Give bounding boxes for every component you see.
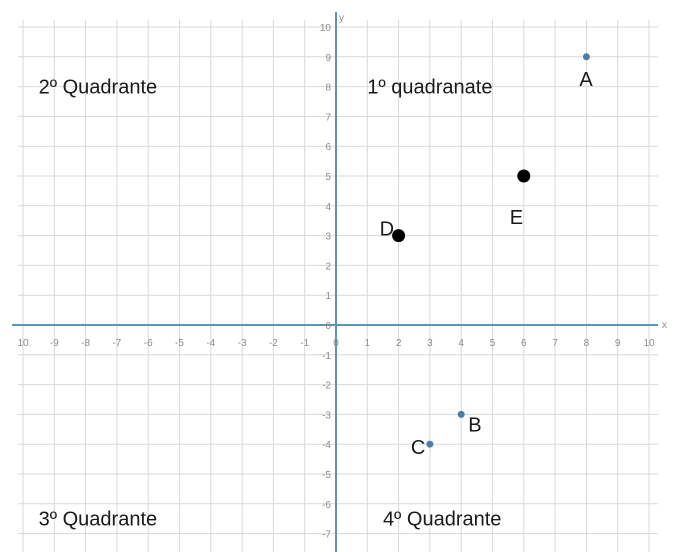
quadrant-label: 2º Quadrante	[39, 77, 157, 99]
x-tick-label: 6	[521, 338, 527, 349]
point-b	[457, 410, 465, 418]
y-tick-label: -5	[322, 470, 331, 481]
quadrant-label: 3º Quadrante	[39, 509, 157, 531]
point-a	[582, 53, 590, 61]
x-tick-label: -5	[175, 338, 184, 349]
y-tick-label: 6	[325, 142, 331, 153]
x-tick-label: 1	[365, 338, 371, 349]
x-tick-label: 3	[427, 338, 433, 349]
x-tick-label: 4	[458, 338, 464, 349]
point-d	[392, 229, 406, 243]
point-label-b: B	[468, 414, 481, 436]
x-tick-labels: 10 -9 -8 -7 -6 -5 -4 -3 -2 -1 0 1 2 3 4 5 6 7 8 9 10	[17, 338, 655, 349]
x-tick-label: 10	[643, 338, 655, 349]
x-tick-label: -4	[206, 338, 215, 349]
y-tick-label: 8	[325, 83, 331, 94]
point-e	[517, 169, 531, 183]
quadrant-labels: 1º quadranate 2º Quadrante 3º Quadrante 4º …	[39, 77, 502, 531]
point-label-c: C	[411, 437, 425, 459]
x-tick-label: 2	[396, 338, 402, 349]
quadrant-label: 4º Quadrante	[383, 509, 502, 531]
x-tick-label: 10	[17, 338, 29, 349]
x-tick-label: -9	[50, 338, 59, 349]
x-tick-label: -6	[144, 338, 153, 349]
grid	[18, 20, 658, 552]
x-tick-label: -8	[81, 338, 90, 349]
x-tick-label: 9	[615, 338, 621, 349]
y-tick-label: 3	[325, 232, 331, 243]
y-tick-label: 9	[325, 53, 331, 64]
y-tick-label: 2	[325, 261, 331, 272]
quadrant-label: 1º quadranate	[367, 77, 492, 99]
points: A B C D E	[380, 53, 593, 459]
y-tick-label: -7	[322, 530, 331, 541]
x-axis-label: x	[662, 320, 667, 331]
x-tick-label: 0	[333, 338, 339, 349]
y-tick-label: -1	[322, 351, 331, 362]
y-tick-label: 10	[320, 23, 332, 34]
x-tick-label: -7	[112, 338, 121, 349]
y-tick-label: -4	[322, 440, 331, 451]
x-tick-label: -2	[269, 338, 278, 349]
x-tick-label: 5	[490, 338, 496, 349]
y-tick-label: 5	[325, 172, 331, 183]
y-tick-label: 1	[325, 291, 331, 302]
point-label-d: D	[380, 219, 394, 241]
x-tick-label: -1	[300, 338, 309, 349]
point-label-a: A	[579, 69, 593, 91]
y-tick-label: 0	[325, 321, 331, 332]
y-tick-label: 7	[325, 112, 331, 123]
point-c	[426, 440, 434, 448]
point-label-e: E	[510, 207, 523, 229]
x-tick-label: 7	[552, 338, 558, 349]
y-tick-label: -2	[322, 381, 331, 392]
y-tick-label: 4	[325, 202, 331, 213]
y-axis-label: y	[339, 13, 344, 24]
x-tick-label: 8	[584, 338, 590, 349]
y-tick-label: -3	[322, 410, 331, 421]
x-tick-label: -3	[238, 338, 247, 349]
y-tick-label: -6	[322, 500, 331, 511]
